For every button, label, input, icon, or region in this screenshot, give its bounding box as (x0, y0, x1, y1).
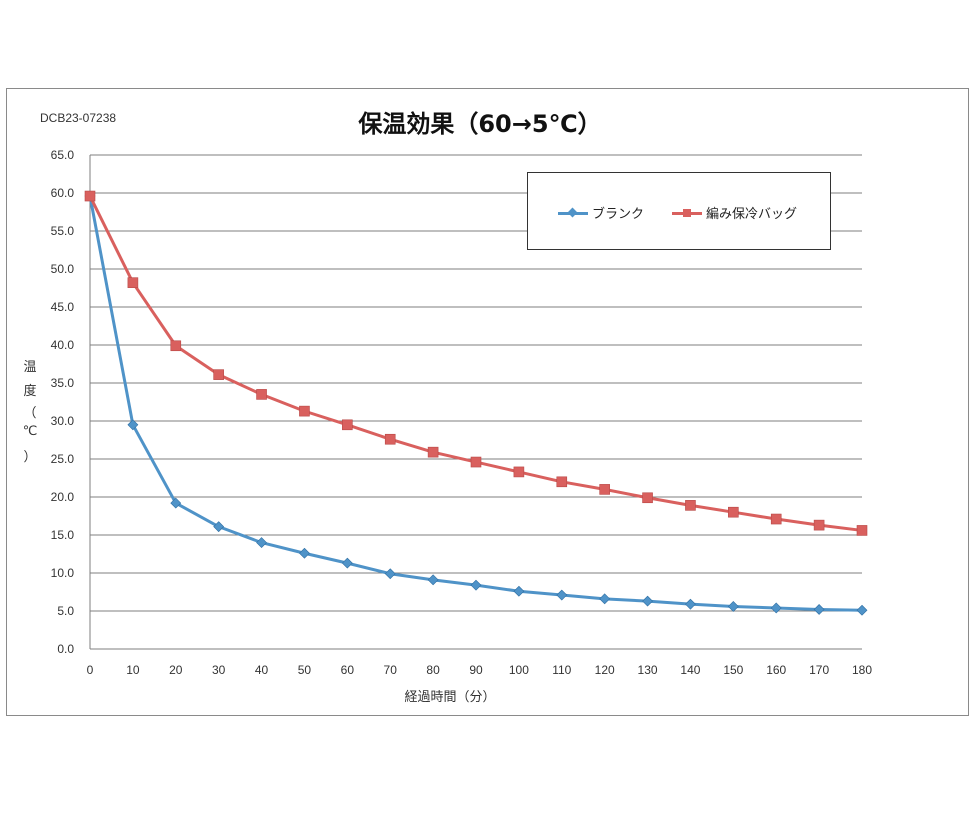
y-tick-label: 50.0 (51, 262, 75, 276)
legend-item-knit-cooler-bag: 編み保冷バッグ (672, 203, 797, 222)
data-point-knit-cooler-bag (342, 419, 353, 431)
data-point-blank (770, 602, 782, 614)
y-tick-label: 25.0 (51, 452, 75, 466)
legend-swatch-knit-cooler-bag (672, 206, 702, 220)
y-tick-label: 40.0 (51, 338, 75, 352)
data-point-blank (856, 604, 868, 616)
y-tick-label: 65.0 (51, 148, 75, 162)
data-point-knit-cooler-bag (256, 389, 267, 400)
x-tick-label: 140 (680, 663, 700, 677)
data-point-blank (727, 601, 739, 612)
data-point-knit-cooler-bag (127, 277, 139, 288)
x-tick-label: 130 (638, 663, 658, 677)
legend-label-knit-cooler-bag: 編み保冷バッグ (706, 207, 798, 222)
data-point-knit-cooler-bag (84, 190, 96, 202)
data-point-blank (256, 537, 267, 549)
data-point-knit-cooler-bag (513, 466, 525, 478)
x-tick-label: 30 (212, 663, 226, 677)
data-point-knit-cooler-bag (470, 456, 482, 468)
y-axis-label-char: （ (23, 406, 37, 421)
y-tick-label: 5.0 (57, 604, 74, 618)
y-tick-label: 0.0 (57, 642, 74, 656)
y-tick-label: 55.0 (51, 224, 75, 238)
legend: ブランク 編み保冷バッグ (527, 172, 831, 250)
x-tick-label: 70 (384, 663, 398, 677)
data-point-knit-cooler-bag (556, 476, 568, 488)
y-tick-label: 10.0 (51, 566, 75, 580)
y-tick-label: 15.0 (51, 528, 75, 542)
document-code: DCB23-07238 (40, 111, 117, 125)
data-point-knit-cooler-bag (427, 446, 439, 458)
y-axis-label-char: 温 (23, 360, 37, 375)
series-line-0 (88, 195, 863, 612)
x-tick-label: 150 (723, 663, 743, 677)
data-point-knit-cooler-bag (599, 484, 610, 495)
x-tick-label: 60 (341, 663, 355, 677)
data-point-blank (341, 557, 353, 569)
legend-swatch-blank (558, 206, 588, 220)
legend-label-blank: ブランク (592, 207, 645, 222)
x-tick-label: 120 (595, 663, 615, 677)
data-point-blank (813, 604, 825, 615)
data-point-knit-cooler-bag (642, 492, 653, 504)
y-tick-label: 45.0 (51, 300, 75, 314)
data-point-blank (642, 595, 653, 607)
x-tick-label: 40 (255, 663, 269, 677)
data-point-blank (556, 589, 568, 601)
data-point-knit-cooler-bag (384, 433, 396, 445)
data-point-blank (685, 598, 696, 610)
x-tick-label: 80 (426, 663, 440, 677)
data-point-knit-cooler-bag (728, 506, 739, 518)
x-tick-label: 20 (169, 663, 183, 677)
chart-title: 保温効果（60→5℃） (358, 110, 602, 138)
y-tick-label: 60.0 (51, 186, 75, 200)
data-point-knit-cooler-bag (213, 369, 224, 380)
data-point-blank (170, 497, 182, 509)
data-point-blank (599, 593, 611, 605)
x-tick-label: 170 (809, 663, 829, 677)
x-tick-label: 0 (87, 663, 94, 677)
data-point-blank (513, 585, 525, 597)
x-tick-label: 10 (126, 663, 140, 677)
y-axis-label-char: ） (23, 450, 37, 465)
data-point-knit-cooler-bag (685, 500, 696, 511)
data-point-knit-cooler-bag (770, 513, 782, 525)
data-point-knit-cooler-bag (170, 340, 182, 352)
y-axis-label-char: ℃ (22, 424, 38, 439)
data-point-knit-cooler-bag (299, 405, 310, 417)
data-point-blank (384, 568, 396, 580)
y-tick-label: 30.0 (51, 414, 75, 428)
x-axis-label: 経過時間（分） (404, 690, 496, 705)
x-tick-label: 110 (552, 663, 571, 677)
data-point-blank (127, 419, 139, 431)
x-tick-label: 180 (852, 663, 872, 677)
x-tick-label: 50 (298, 663, 312, 677)
y-tick-label: 20.0 (51, 490, 75, 504)
data-point-blank (427, 574, 439, 586)
legend-item-blank: ブランク (558, 203, 644, 222)
x-tick-label: 100 (509, 663, 529, 677)
data-point-knit-cooler-bag (813, 519, 825, 531)
data-point-blank (470, 579, 482, 591)
y-axis-label-char: 度 (23, 384, 37, 399)
x-tick-label: 160 (766, 663, 786, 677)
data-point-knit-cooler-bag (856, 525, 868, 536)
data-point-blank (299, 547, 310, 559)
y-tick-label: 35.0 (51, 376, 75, 390)
x-tick-label: 90 (469, 663, 483, 677)
data-point-blank (213, 521, 225, 533)
